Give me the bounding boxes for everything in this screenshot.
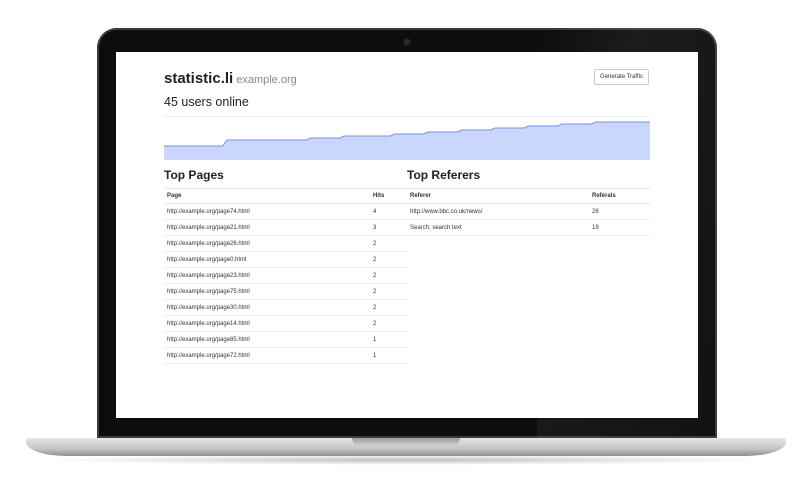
table-row: http://example.org/page14.html 2: [164, 315, 407, 332]
column-header-page: Page: [164, 188, 370, 204]
table-cell-value: 2: [370, 283, 407, 300]
table-header-row: Page Hits: [164, 188, 407, 204]
top-pages-body: http://example.org/page74.html 4 http://ex…: [164, 203, 407, 364]
table-cell-label: http://example.org/page72.html: [164, 347, 370, 364]
table-cell-label: Search: search text: [407, 219, 589, 236]
table-row: http://example.org/page30.html 2: [164, 299, 407, 316]
table-cell-value: 3: [370, 219, 407, 236]
table-cell-value: 1: [370, 347, 407, 364]
app-title: statistic.li: [164, 70, 234, 87]
table-cell-label: http://example.org/page21.html: [164, 219, 370, 236]
top-pages-table: Page Hits http://example.org/page74.html…: [164, 188, 407, 364]
table-cell-label: http://example.org/page14.html: [164, 315, 370, 332]
table-row: http://example.org/page75.html 2: [164, 283, 407, 300]
camera-icon: [404, 39, 410, 45]
traffic-chart-line: [164, 121, 650, 147]
column-header-hits: Hits: [370, 188, 407, 204]
table-row: http://example.org/page72.html 1: [164, 347, 407, 364]
table-cell-label: http://example.org/page0.html: [164, 251, 370, 268]
users-online-heading: 45 users online: [164, 95, 249, 109]
table-cell-value: 26: [589, 203, 650, 220]
top-referers-body: http://www.bbc.co.uk/news/26 Search: sear…: [407, 203, 650, 236]
table-row: http://example.org/page74.html 4: [164, 203, 407, 220]
table-row: http://www.bbc.co.uk/news/26: [407, 203, 650, 220]
laptop-shadow: [40, 455, 772, 465]
divider: [164, 116, 650, 117]
table-cell-label: http://www.bbc.co.uk/news/: [407, 203, 589, 220]
laptop-notch: [352, 438, 460, 446]
table-row: http://example.org/page26.html 2: [164, 235, 407, 252]
top-pages-title: Top Pages: [164, 168, 224, 182]
table-row: http://example.org/page23.html 2: [164, 267, 407, 284]
table-cell-label: http://example.org/page74.html: [164, 203, 370, 220]
table-row: http://example.org/page85.html 1: [164, 331, 407, 348]
table-cell-value: 19: [589, 219, 650, 236]
site-domain: example.org: [236, 74, 297, 86]
column-header-referals: Referals: [589, 188, 650, 204]
table-header-row: Referer Referals: [407, 188, 650, 204]
table-cell-label: http://example.org/page26.html: [164, 235, 370, 252]
column-header-referer: Referer: [407, 188, 589, 204]
table-cell-label: http://example.org/page30.html: [164, 299, 370, 316]
table-cell-label: http://example.org/page85.html: [164, 331, 370, 348]
traffic-chart-area: [164, 122, 650, 160]
table-cell-label: http://example.org/page75.html: [164, 283, 370, 300]
table-row: Search: search text 19: [407, 219, 650, 236]
table-row: http://example.org/page21.html 3: [164, 219, 407, 236]
table-cell-value: 2: [370, 251, 407, 268]
table-cell-value: 1: [370, 331, 407, 348]
laptop-base: [26, 438, 786, 456]
table-cell-value: 2: [370, 267, 407, 284]
screen: statistic.li example.org Generate Traffic…: [116, 52, 698, 418]
table-cell-value: 2: [370, 299, 407, 316]
generate-traffic-button[interactable]: Generate Traffic: [594, 69, 649, 85]
table-cell-label: http://example.org/page23.html: [164, 267, 370, 284]
brand: statistic.li example.org: [164, 70, 297, 88]
top-referers-table: Referer Referals http://www.bbc.co.uk/ne…: [407, 188, 650, 236]
top-referers-title: Top Referers: [407, 168, 481, 182]
table-cell-value: 4: [370, 203, 407, 220]
table-cell-value: 2: [370, 235, 407, 252]
table-row: http://example.org/page0.html 2: [164, 251, 407, 268]
table-cell-value: 2: [370, 315, 407, 332]
traffic-chart: [164, 121, 650, 160]
